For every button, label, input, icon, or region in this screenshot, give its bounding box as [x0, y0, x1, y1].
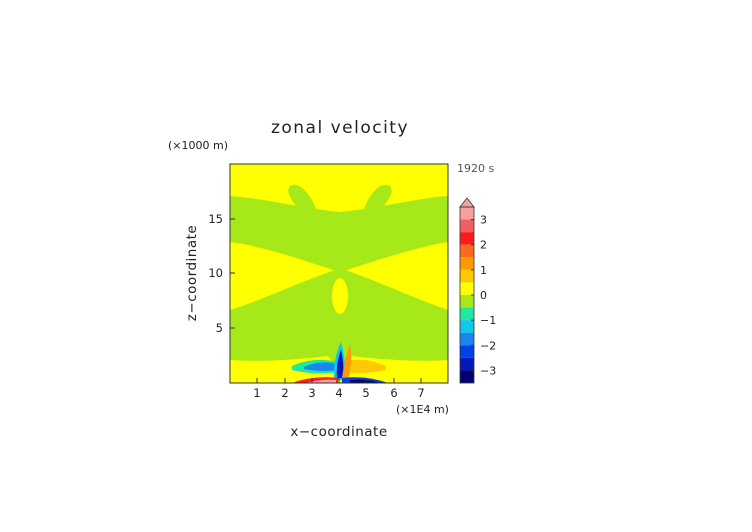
chart-title: zonal velocity: [271, 118, 409, 138]
x-tick-label: 2: [281, 386, 288, 400]
x-axis: 1 2 3 4 5 6 7: [253, 378, 425, 400]
x-tick: 3: [308, 378, 316, 400]
field-pos-right-lobe: [344, 359, 386, 374]
colorbar-level: [460, 244, 474, 258]
colorbar-tick-label: −2: [480, 339, 496, 352]
x-tick: 5: [362, 378, 370, 400]
y-tick-label: 5: [216, 321, 223, 335]
colorbar-level: [460, 357, 474, 371]
field-neg-left-core: [304, 362, 337, 372]
x-tick-label: 5: [362, 386, 369, 400]
field-pos-surface-core: [306, 379, 336, 383]
colorbar-tick-label: 2: [480, 239, 487, 252]
y-unit-label: (×1000 m): [168, 139, 228, 152]
x-tick: 2: [281, 378, 289, 400]
y-tick-label: 10: [208, 266, 223, 280]
field-band-upper: [230, 196, 448, 272]
x-tick: 6: [390, 378, 398, 400]
y-tick: 15: [208, 212, 235, 226]
colorbar-level: [460, 295, 474, 308]
colorbar-level: [460, 282, 474, 295]
colorbar-level: [460, 219, 474, 233]
colorbar-level: [460, 257, 474, 270]
colorbar-level: [460, 269, 474, 283]
colorbar-extend-arrow: [459, 197, 475, 208]
colorbar-level: [460, 332, 474, 346]
x-tick-label: 1: [253, 386, 260, 400]
colorbar-tick-label: 1: [480, 264, 487, 277]
field-oval-center: [332, 278, 348, 314]
x-tick: 4: [335, 378, 343, 400]
time-label: 1920 s: [457, 162, 494, 175]
colorbar-level: [460, 307, 474, 321]
colorbar-level: [460, 232, 474, 245]
heatmap-field: [230, 164, 448, 383]
x-axis-label: x−coordinate: [290, 424, 387, 440]
x-tick-label: 7: [417, 386, 424, 400]
y-tick: 10: [208, 266, 235, 280]
colorbar-level: [460, 370, 474, 383]
field-arch-left: [288, 184, 340, 270]
x-tick: 7: [417, 378, 425, 400]
colorbar-tick-label: −3: [480, 364, 496, 377]
x-tick-label: 6: [390, 386, 397, 400]
x-tick-label: 4: [335, 386, 342, 400]
x-tick-label: 3: [308, 386, 315, 400]
x-tick: 1: [253, 378, 261, 400]
field-band-lower: [230, 268, 448, 372]
colorbar-level: [460, 320, 474, 333]
y-axis-label: z−coordinate: [184, 225, 200, 321]
y-axis: 5 10 15: [208, 212, 235, 335]
y-tick: 5: [216, 321, 235, 335]
field-pos-center: [342, 344, 352, 380]
colorbar-tick-label: −1: [480, 314, 496, 327]
field-arch-right: [340, 184, 392, 270]
field-neg-center-core: [336, 350, 344, 378]
colorbar-level: [460, 207, 474, 220]
colorbar-level: [460, 345, 474, 358]
colorbar: 3 2 1 0 −1 −2 −3: [459, 197, 496, 384]
field-neg-surface-core: [350, 379, 380, 383]
y-tick-label: 15: [208, 212, 223, 226]
colorbar-tick-label: 3: [480, 214, 487, 227]
colorbar-tick-label: 0: [480, 289, 487, 302]
x-unit-label: (×1E4 m): [396, 403, 449, 416]
